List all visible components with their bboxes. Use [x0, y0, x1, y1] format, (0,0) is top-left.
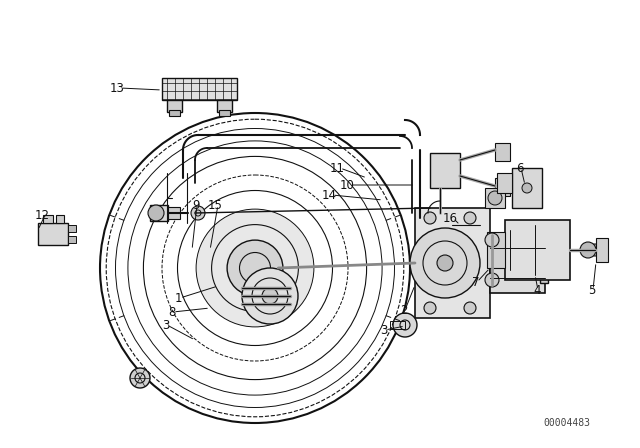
Circle shape — [196, 209, 314, 327]
Circle shape — [424, 302, 436, 314]
Bar — [495, 143, 510, 161]
Circle shape — [589, 244, 601, 256]
Circle shape — [522, 183, 532, 193]
Bar — [415, 208, 490, 318]
Bar — [497, 173, 512, 193]
Bar — [217, 100, 232, 112]
Bar — [169, 110, 180, 116]
Text: 12: 12 — [35, 208, 50, 221]
Text: 14: 14 — [322, 189, 337, 202]
Bar — [150, 205, 168, 221]
Text: 5: 5 — [588, 284, 595, 297]
Text: 10: 10 — [340, 178, 355, 191]
Bar — [38, 223, 68, 245]
Bar — [485, 188, 505, 208]
Text: 2: 2 — [400, 303, 408, 316]
Bar — [430, 153, 460, 188]
Text: 3: 3 — [380, 323, 387, 336]
Bar — [168, 207, 180, 219]
Circle shape — [488, 191, 502, 205]
Text: 1: 1 — [175, 292, 182, 305]
Bar — [219, 110, 230, 116]
Text: 15: 15 — [208, 198, 223, 211]
Bar — [68, 225, 76, 232]
Text: 9: 9 — [192, 198, 200, 211]
Circle shape — [424, 212, 436, 224]
Text: 3: 3 — [162, 319, 170, 332]
Bar — [596, 238, 608, 262]
Circle shape — [464, 212, 476, 224]
Bar — [505, 220, 570, 280]
Bar — [43, 215, 53, 223]
Circle shape — [410, 228, 480, 298]
Circle shape — [580, 242, 596, 258]
Circle shape — [464, 302, 476, 314]
Circle shape — [227, 240, 283, 296]
Bar — [512, 168, 542, 208]
Circle shape — [485, 273, 499, 287]
Text: 4: 4 — [533, 284, 541, 297]
Bar — [56, 215, 64, 223]
Circle shape — [191, 206, 205, 220]
Circle shape — [437, 255, 453, 271]
Bar — [495, 178, 510, 196]
Bar — [490, 233, 545, 293]
Circle shape — [393, 313, 417, 337]
Bar — [540, 243, 548, 283]
Bar — [162, 78, 237, 100]
Bar — [167, 100, 182, 112]
Circle shape — [130, 368, 150, 388]
Circle shape — [485, 233, 499, 247]
Circle shape — [148, 205, 164, 221]
Circle shape — [242, 268, 298, 324]
Text: 6: 6 — [516, 161, 524, 175]
Text: 8: 8 — [168, 306, 175, 319]
Circle shape — [262, 288, 278, 304]
Text: 11: 11 — [330, 161, 345, 175]
Bar — [68, 236, 76, 243]
Bar — [487, 232, 505, 268]
Text: 7: 7 — [472, 276, 479, 289]
Text: 00004483: 00004483 — [543, 418, 590, 428]
Text: 13: 13 — [110, 82, 125, 95]
Bar — [390, 321, 405, 329]
Text: 16: 16 — [443, 211, 458, 224]
